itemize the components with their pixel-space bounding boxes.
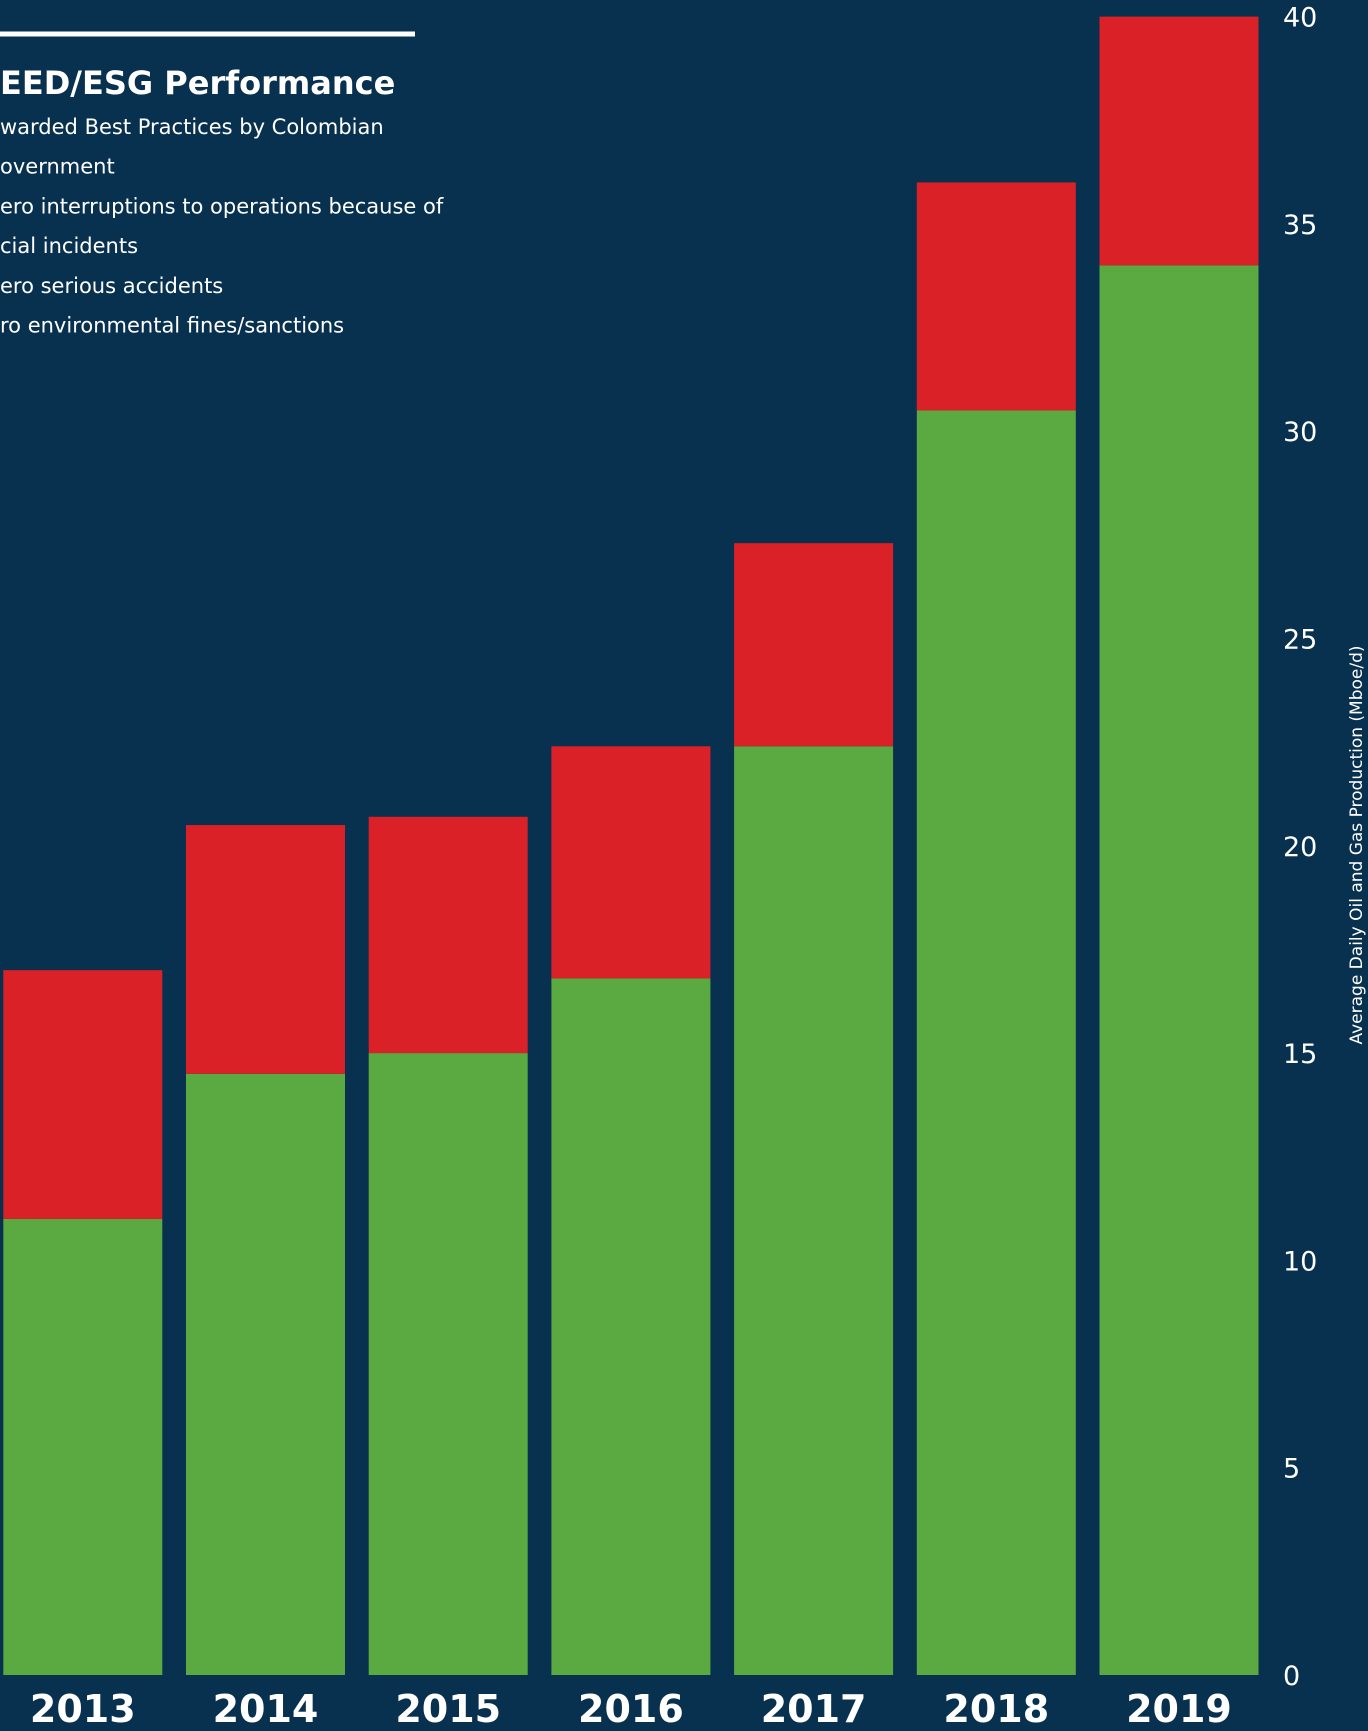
annotation: ero serious accidents	[0, 274, 223, 298]
annotation: overnment	[0, 155, 115, 179]
y-tick-label: 10	[1283, 1246, 1317, 1277]
x-tick-label: 2018	[943, 1687, 1049, 1731]
bar-segment	[186, 1073, 345, 1675]
bar-segment	[1099, 265, 1259, 1675]
bar-segment	[916, 410, 1076, 1676]
bar-segment	[551, 746, 711, 979]
x-tick-label: 2013	[30, 1687, 136, 1731]
annotation: warded Best Practices by Colombian	[0, 115, 384, 139]
annotation: ero interruptions to operations because …	[0, 194, 444, 218]
x-tick-label: 2014	[213, 1687, 319, 1731]
x-tick-label: 2015	[395, 1687, 501, 1731]
y-axis-label: Average Daily Oil and Gas Production (Mb…	[1347, 645, 1367, 1044]
bar-segment	[368, 1053, 528, 1675]
annotation: cial incidents	[0, 234, 138, 258]
y-tick-label: 40	[1283, 3, 1317, 34]
bar-segment	[916, 182, 1076, 411]
bar-segment	[186, 825, 345, 1074]
x-tick-label: 2016	[578, 1687, 684, 1731]
bar-segment	[734, 746, 894, 1675]
x-tick-label: 2019	[1126, 1687, 1232, 1731]
annotation: ro environmental fines/sanctions	[0, 314, 344, 338]
chart-title: EED/ESG Performance	[0, 64, 395, 102]
y-tick-label: 30	[1283, 417, 1317, 448]
y-tick-label: 5	[1283, 1454, 1300, 1485]
y-tick-label: 35	[1283, 210, 1317, 241]
bar-segment	[3, 970, 163, 1219]
y-tick-label: 0	[1283, 1661, 1300, 1692]
bar-segment	[368, 816, 528, 1054]
bar-segment	[1099, 16, 1259, 266]
y-tick-label: 25	[1283, 625, 1317, 656]
y-tick-label: 15	[1283, 1039, 1317, 1070]
bar-segment	[3, 1218, 163, 1675]
y-tick-label: 20	[1283, 832, 1317, 863]
bar-segment	[551, 978, 711, 1675]
bar-segment	[734, 543, 894, 747]
x-tick-label: 2017	[761, 1687, 867, 1731]
